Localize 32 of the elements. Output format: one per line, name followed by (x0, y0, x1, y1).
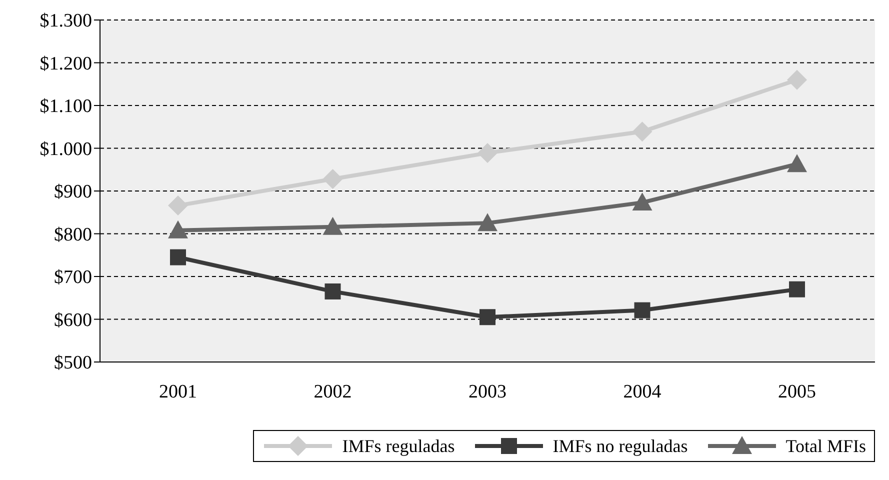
point (168, 196, 188, 216)
point (787, 154, 807, 172)
point (478, 213, 498, 232)
point (170, 249, 186, 266)
x-tick-label: 2001 (159, 381, 197, 402)
legend-label: Total MFIs (786, 436, 866, 456)
legend-label: IMFs reguladas (342, 436, 455, 456)
point (787, 70, 807, 90)
point (168, 220, 188, 238)
legend-label: IMFs no reguladas (552, 436, 688, 456)
point (632, 192, 652, 211)
point (634, 302, 650, 318)
point (322, 216, 343, 235)
y-tick-label: $1.200 (40, 53, 92, 74)
y-tick-label: $1.000 (40, 138, 92, 160)
point (632, 122, 652, 142)
x-tick-label: 2003 (468, 381, 506, 402)
x-tick-label: 2004 (623, 381, 662, 402)
point (478, 142, 498, 163)
x-tick-label: 2002 (314, 381, 352, 402)
y-tick-label: $700 (54, 267, 92, 288)
point (789, 281, 805, 298)
y-tick-label: $600 (54, 310, 92, 331)
x-tick-label: 2005 (778, 381, 816, 402)
point (480, 309, 496, 326)
point (324, 283, 341, 300)
y-tick-label: $1.300 (40, 10, 92, 32)
y-tick-label: $900 (54, 182, 92, 203)
y-tick-label: $500 (54, 352, 92, 374)
y-tick-label: $800 (54, 224, 92, 246)
point (322, 169, 343, 190)
y-tick-label: $1.100 (40, 96, 92, 118)
